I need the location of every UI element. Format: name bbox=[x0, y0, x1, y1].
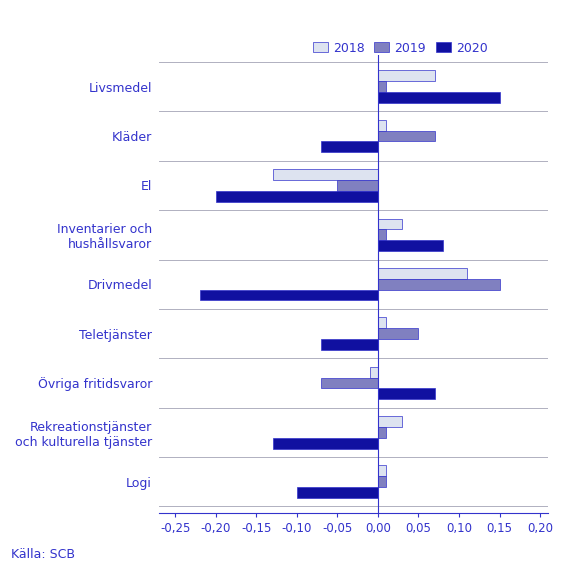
Legend: 2018, 2019, 2020: 2018, 2019, 2020 bbox=[308, 36, 493, 60]
Bar bbox=[378, 218, 402, 230]
Bar bbox=[378, 81, 386, 92]
Bar bbox=[297, 487, 378, 498]
Bar bbox=[378, 70, 435, 81]
Bar bbox=[378, 268, 467, 279]
Bar bbox=[273, 169, 378, 180]
Bar bbox=[378, 240, 443, 251]
Bar bbox=[378, 416, 402, 427]
Bar bbox=[378, 318, 386, 328]
Bar bbox=[378, 230, 386, 240]
Bar bbox=[378, 130, 435, 142]
Bar bbox=[200, 290, 378, 301]
Text: Källa: SCB: Källa: SCB bbox=[11, 548, 75, 561]
Bar bbox=[378, 120, 386, 130]
Bar bbox=[378, 92, 500, 103]
Bar bbox=[378, 279, 500, 290]
Bar bbox=[378, 466, 386, 476]
Bar bbox=[378, 328, 418, 339]
Bar bbox=[216, 191, 378, 202]
Bar bbox=[321, 339, 378, 350]
Bar bbox=[378, 476, 386, 487]
Bar bbox=[378, 427, 386, 438]
Bar bbox=[378, 388, 435, 399]
Bar bbox=[273, 438, 378, 448]
Bar bbox=[370, 367, 378, 378]
Bar bbox=[321, 378, 378, 388]
Bar bbox=[337, 180, 378, 191]
Bar bbox=[321, 142, 378, 153]
